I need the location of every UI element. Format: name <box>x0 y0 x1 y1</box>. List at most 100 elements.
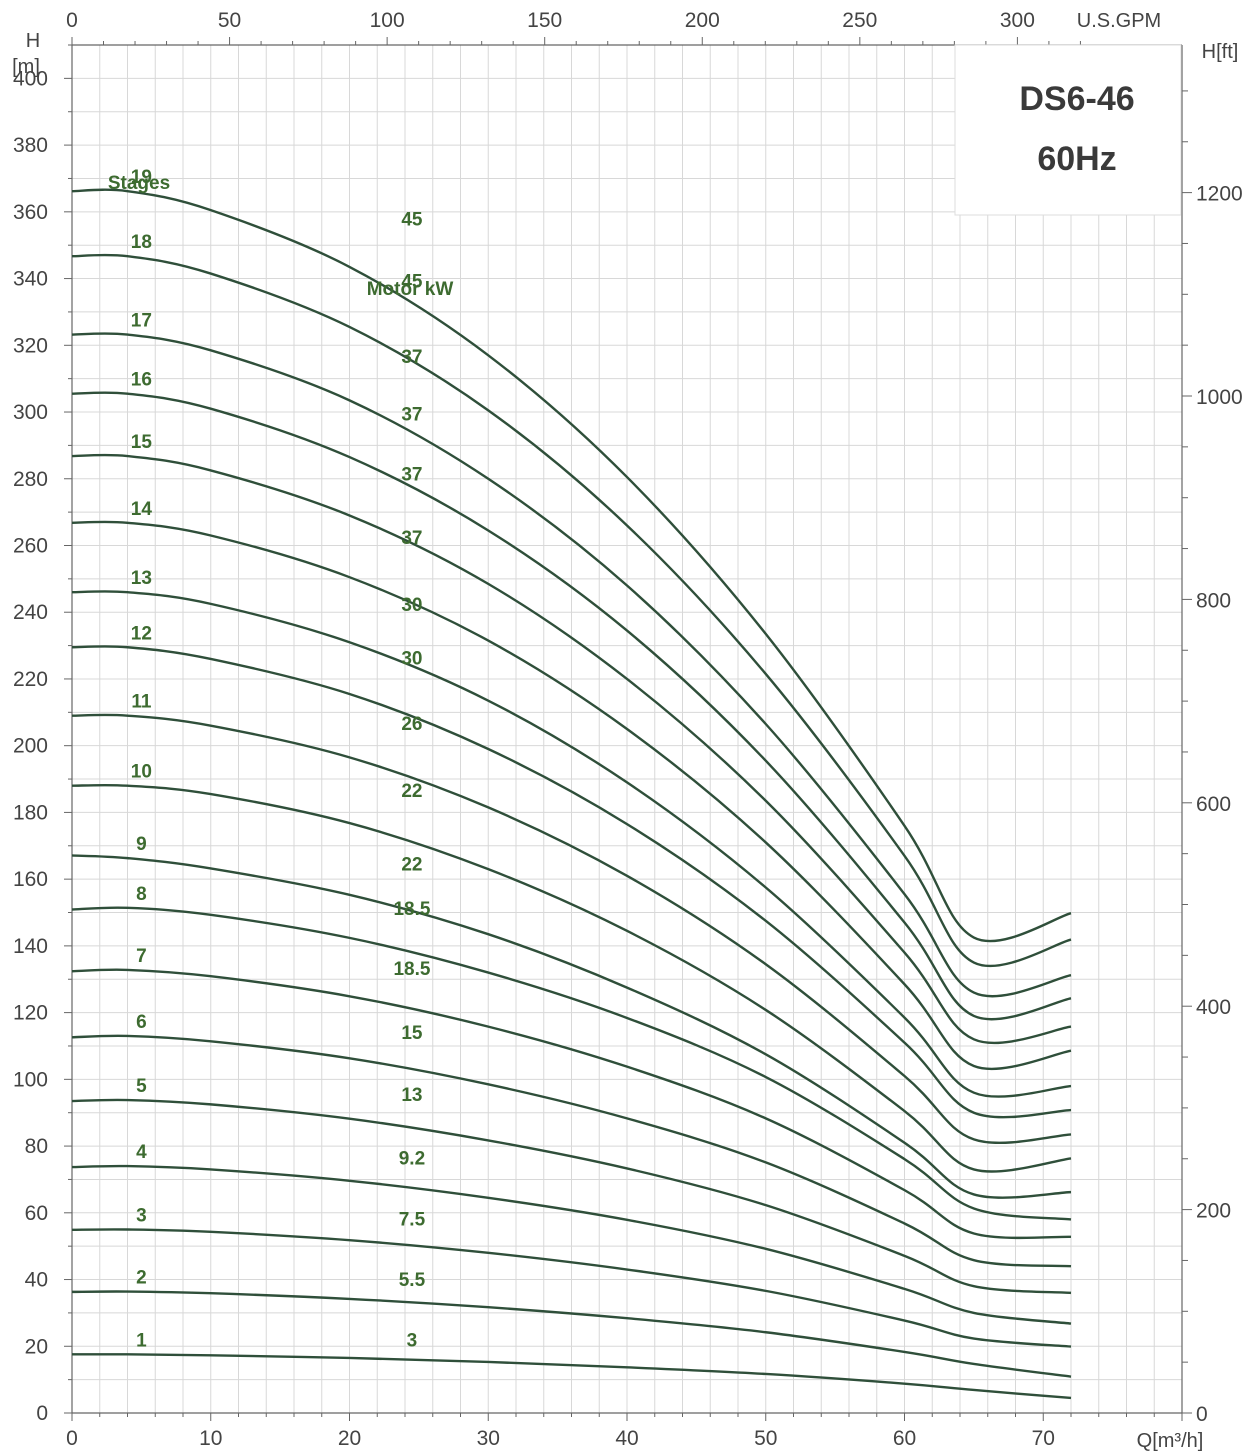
x2-tick-label: 200 <box>685 9 720 32</box>
y-tick-label: 240 <box>13 601 48 624</box>
curve-labels: 1 32 5.53 7.54 9.25 13615718.5818.59221022112… <box>131 167 431 1351</box>
x-tick-label: 30 <box>477 1427 500 1450</box>
curve-stage-4 <box>71 1164 1072 1325</box>
curve-stage-19 <box>71 188 1072 943</box>
curve-stage-12 <box>71 645 1072 1119</box>
x2-tick-label: 250 <box>842 9 877 32</box>
y-tick-label: 280 <box>13 468 48 491</box>
y-tick-label: 60 <box>25 1202 48 1225</box>
curve-stage-1 <box>71 1353 1072 1400</box>
y-tick-label: 140 <box>13 935 48 958</box>
x-axis-title: Q[m³/h] <box>1137 1430 1204 1452</box>
y-tick-label: 400 <box>13 67 48 90</box>
stage-label: 8 <box>136 884 147 905</box>
x2-tick-label: 150 <box>527 9 562 32</box>
motor-kw-label: 45 <box>401 210 423 231</box>
x-tick-label: 0 <box>66 1427 78 1450</box>
motor-kw-label: 22 <box>401 854 422 875</box>
motor-kw-label: 26 <box>401 714 422 735</box>
stage-label: 17 <box>131 311 152 332</box>
y-tick-label: 200 <box>13 735 48 758</box>
stage-label: 1 <box>136 1330 147 1351</box>
curve-stage-6 <box>71 1034 1072 1268</box>
stage-label: 16 <box>131 370 152 391</box>
y-tick-label: 320 <box>13 334 48 357</box>
y2-tick-label: 600 <box>1196 793 1231 816</box>
stage-label: 3 <box>136 1205 147 1226</box>
curves <box>71 188 1072 1400</box>
x-tick-label: 60 <box>893 1427 916 1450</box>
stage-label: 7 <box>136 946 147 967</box>
curve-stage-9 <box>71 854 1072 1199</box>
x-tick-label: 20 <box>338 1427 361 1450</box>
curve-stage-5 <box>71 1098 1072 1295</box>
y-axis-title: H <box>26 30 40 52</box>
curve-stage-2 <box>71 1290 1072 1378</box>
y2-tick-label: 1200 <box>1196 183 1243 206</box>
curve-stage-13 <box>71 590 1072 1098</box>
x-tick-label: 70 <box>1032 1427 1055 1450</box>
y-tick-label: 160 <box>13 868 48 891</box>
stage-label: 14 <box>131 499 153 520</box>
y-tick-label: 380 <box>13 134 48 157</box>
motor-kw-label: 18.5 <box>393 899 430 920</box>
curve-stage-3 <box>71 1228 1072 1348</box>
y2-tick-label: 1000 <box>1196 386 1243 409</box>
motor-kw-label: 30 <box>401 595 422 616</box>
y-tick-label: 40 <box>25 1269 48 1292</box>
curve-stage-11 <box>71 713 1072 1145</box>
stage-label: 13 <box>131 568 152 589</box>
motor-kw-label: 45 <box>401 272 423 293</box>
x2-axis-title: U.S.GPM <box>1077 10 1161 32</box>
y-tick-label: 100 <box>13 1068 48 1091</box>
y2-tick-label: 400 <box>1196 996 1231 1019</box>
chart-title: DS6-46 <box>1019 80 1134 118</box>
curve-stage-14 <box>71 520 1072 1071</box>
motor-kw-label: 37 <box>401 347 422 368</box>
x-tick-label: 40 <box>615 1427 638 1450</box>
motor-kw-label: 5.5 <box>399 1270 426 1291</box>
motor-kw-label: 15 <box>401 1023 423 1044</box>
stage-label: 4 <box>136 1142 147 1163</box>
stage-label: 18 <box>131 232 152 253</box>
x-tick-label: 10 <box>199 1427 222 1450</box>
motor-kw-label: 37 <box>401 465 422 486</box>
x2-tick-label: 100 <box>370 9 405 32</box>
stage-label: 11 <box>131 692 152 713</box>
stage-label: 2 <box>136 1268 147 1289</box>
ticks: 0 10 20 30 40 50 60 700204060801001201401601802… <box>13 9 1243 1450</box>
y-axis-unit: [m] <box>12 56 40 78</box>
x-tick-label: 50 <box>754 1427 777 1450</box>
grid <box>71 44 1183 1414</box>
curve-stage-16 <box>71 391 1072 1021</box>
motor-kw-label: 13 <box>401 1085 422 1106</box>
x2-tick-label: 0 <box>66 9 78 32</box>
y-tick-label: 340 <box>13 268 48 291</box>
motor-kw-label: 37 <box>401 404 422 425</box>
motor-kw-label: 22 <box>401 781 422 802</box>
chart-subtitle: 60Hz <box>1037 140 1116 178</box>
stages-header: Stages <box>108 173 170 194</box>
curve-stage-17 <box>71 332 1072 998</box>
motor-kw-label: 37 <box>401 528 422 549</box>
x2-tick-label: 300 <box>1000 9 1035 32</box>
y-tick-label: 180 <box>13 801 48 824</box>
motor-kw-label: 3 <box>407 1330 418 1351</box>
stage-label: 5 <box>136 1076 147 1097</box>
y2-axis-title: H[ft] <box>1202 41 1239 63</box>
y2-tick-label: 0 <box>1196 1403 1208 1426</box>
curve-stage-8 <box>71 906 1072 1221</box>
curve-stage-7 <box>71 968 1072 1240</box>
y-tick-label: 360 <box>13 201 48 224</box>
x2-tick-label: 50 <box>218 9 241 32</box>
motor-kw-label: 7.5 <box>399 1210 426 1231</box>
curve-stage-10 <box>71 783 1072 1173</box>
stage-label: 9 <box>136 834 147 855</box>
stage-label: 10 <box>131 762 152 783</box>
y-tick-label: 300 <box>13 401 48 424</box>
stage-label: 12 <box>131 623 152 644</box>
motor-kw-label: 18.5 <box>393 959 430 980</box>
model-box: DS6-46 60Hz <box>954 44 1182 216</box>
stage-label: 19 <box>131 167 152 188</box>
